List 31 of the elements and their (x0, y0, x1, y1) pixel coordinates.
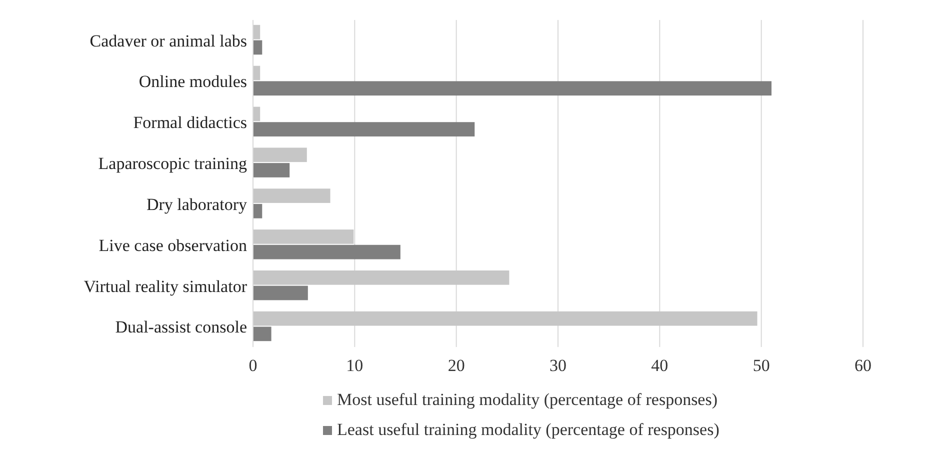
y-tick-label: Laparoscopic training (98, 154, 248, 174)
bar (253, 40, 262, 55)
x-tick-label: 30 (550, 356, 566, 375)
bar (253, 163, 290, 178)
bar (253, 230, 354, 244)
y-tick-label: Online modules (138, 72, 247, 92)
x-tick-label: 10 (346, 356, 364, 375)
bar (253, 81, 772, 96)
x-tick-label: 20 (448, 356, 465, 375)
y-tick-label: Formal didactics (133, 113, 247, 132)
x-tick-label: 60 (854, 356, 872, 375)
y-tick-label: Dual-assist console (115, 318, 247, 337)
bar (253, 204, 262, 218)
bar (253, 311, 758, 326)
y-tick-label: Live case observation (98, 236, 248, 255)
y-tick-label: Virtual reality simulator (84, 276, 248, 296)
bar (253, 122, 475, 136)
x-tick-label: 50 (752, 356, 770, 375)
bar (253, 24, 260, 40)
y-tick-label: Cadaver or animal labs (90, 31, 247, 50)
bar (253, 244, 400, 260)
bar (253, 286, 308, 300)
y-tick-label: Dry laboratory (146, 194, 248, 214)
bar (253, 270, 510, 285)
x-tick-label: 0 (248, 356, 258, 375)
x-tick-label: 40 (651, 356, 668, 375)
bar (253, 326, 272, 342)
bar (253, 188, 330, 203)
bar (253, 148, 307, 162)
legend-label: Least useful training modality (percentage of responses) (337, 420, 720, 439)
legend-label: Most useful training modality (percentage of responses) (337, 390, 718, 409)
